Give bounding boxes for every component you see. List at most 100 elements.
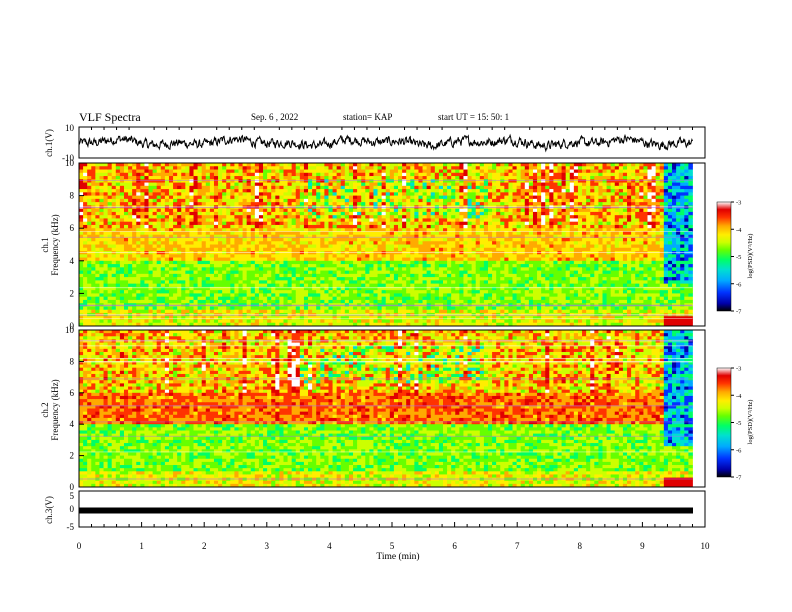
heatmap-cell: [123, 283, 129, 288]
heatmap-cell: [250, 237, 256, 242]
heatmap-cell: [222, 290, 227, 294]
heatmap-cell: [140, 172, 145, 177]
heatmap-cell: [320, 237, 325, 242]
heatmap-cell: [373, 169, 378, 174]
heatmap-cell: [426, 224, 432, 229]
heatmap-cell: [389, 215, 395, 219]
heatmap-cell: [418, 322, 423, 327]
heatmap-cell: [242, 211, 248, 216]
heatmap-cell: [226, 198, 231, 203]
heatmap-cell: [430, 234, 436, 239]
heatmap-cell: [348, 198, 354, 203]
heatmap-cell: [299, 224, 305, 229]
heatmap-cell: [348, 224, 354, 229]
heatmap-cell: [275, 322, 280, 327]
heatmap-cell: [111, 270, 117, 275]
heatmap-cell: [164, 299, 170, 304]
heatmap-cell: [152, 185, 158, 190]
heatmap-cell: [250, 195, 256, 200]
heatmap-cell: [422, 293, 428, 298]
heatmap-cell: [230, 176, 235, 180]
heatmap-cell: [422, 296, 428, 301]
heatmap-cell: [443, 169, 448, 174]
heatmap-cell: [79, 283, 84, 288]
heatmap-cell: [209, 211, 215, 216]
heatmap-cell: [111, 169, 117, 174]
heatmap-cell: [238, 277, 243, 281]
heatmap-cell: [132, 182, 137, 187]
heatmap-cell: [209, 309, 215, 314]
heatmap-cell: [242, 306, 248, 311]
heatmap-cell: [271, 185, 276, 190]
heatmap-cell: [344, 290, 350, 294]
heatmap-cell: [275, 257, 280, 262]
heatmap-cell: [483, 192, 489, 196]
heatmap-cell: [344, 260, 350, 265]
heatmap-cell: [263, 306, 268, 311]
heatmap-cell: [189, 166, 194, 170]
heatmap-cell: [99, 231, 104, 236]
heatmap-cell: [242, 244, 248, 249]
heatmap-cell: [115, 247, 121, 252]
heatmap-cell: [365, 254, 370, 258]
heatmap-cell: [136, 319, 141, 324]
heatmap-cell: [451, 224, 456, 229]
heatmap-cell: [132, 179, 137, 183]
heatmap-cell: [79, 195, 84, 200]
heatmap-cell: [295, 215, 301, 219]
heatmap-cell: [250, 208, 256, 213]
heatmap-cell: [164, 169, 170, 174]
heatmap-cell: [140, 293, 145, 298]
heatmap-cell: [144, 234, 149, 239]
heatmap-cell: [291, 306, 297, 311]
heatmap-cell: [467, 176, 473, 180]
heatmap-cell: [152, 218, 158, 223]
heatmap-cell: [410, 179, 415, 183]
heatmap-cell: [303, 257, 309, 262]
heatmap-cell: [426, 257, 432, 262]
heatmap-cell: [152, 211, 158, 216]
heatmap-cell: [87, 215, 92, 219]
heatmap-cell: [197, 192, 203, 196]
heatmap-cell: [398, 231, 403, 236]
heatmap-cell: [426, 286, 432, 291]
heatmap-cell: [160, 257, 166, 262]
heatmap-cell: [295, 192, 301, 196]
heatmap-cell: [357, 198, 362, 203]
heatmap-cell: [332, 215, 338, 219]
heatmap-cell: [438, 172, 444, 177]
heatmap-cell: [402, 237, 407, 242]
heatmap-cell: [308, 228, 313, 232]
heatmap-cell: [246, 290, 252, 294]
heatmap-cell: [185, 192, 190, 196]
heatmap-cell: [479, 322, 485, 327]
heatmap-cell: [348, 267, 354, 271]
heatmap-cell: [414, 208, 419, 213]
heatmap-cell: [475, 228, 481, 232]
heatmap-cell: [479, 166, 485, 170]
heatmap-cell: [344, 267, 350, 271]
heatmap-cell: [299, 293, 305, 298]
heatmap-cell: [443, 208, 448, 213]
heatmap-cell: [103, 169, 109, 174]
heatmap-cell: [422, 280, 428, 285]
heatmap-cell: [398, 237, 403, 242]
heatmap-cell: [467, 257, 473, 262]
heatmap-cell: [328, 309, 333, 314]
heatmap-cell: [132, 264, 137, 268]
heatmap-cell: [414, 241, 419, 245]
heatmap-cell: [164, 244, 170, 249]
heatmap-cell: [87, 182, 92, 187]
heatmap-cell: [177, 224, 182, 229]
heatmap-cell: [332, 182, 338, 187]
heatmap-cell: [263, 231, 268, 236]
heatmap-cell: [107, 185, 113, 190]
heatmap-cell: [418, 228, 423, 232]
heatmap-cell: [107, 166, 113, 170]
heatmap-cell: [467, 182, 473, 187]
heatmap-cell: [242, 192, 248, 196]
heatmap-cell: [275, 237, 280, 242]
heatmap-cell: [263, 192, 268, 196]
heatmap-cell: [369, 257, 374, 262]
heatmap-cell: [406, 296, 411, 301]
